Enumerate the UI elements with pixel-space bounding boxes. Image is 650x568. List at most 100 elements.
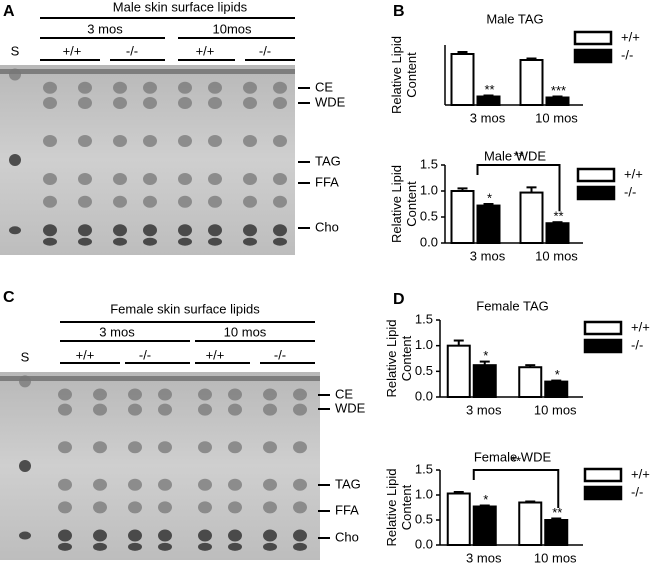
lipid-spot xyxy=(273,81,287,94)
band-label: CE xyxy=(315,79,333,94)
y-axis-label-line: Relative Lipid xyxy=(389,165,404,243)
lipid-spot xyxy=(263,403,277,416)
lipid-spot xyxy=(143,135,157,147)
band-label: FFA xyxy=(335,502,359,517)
y-axis-label: Relative Lipid Content xyxy=(389,36,419,114)
lipid-spot xyxy=(263,388,277,401)
lipid-spot xyxy=(93,501,107,514)
bar xyxy=(518,501,543,546)
lipid-spot xyxy=(293,403,307,416)
lipid-spot xyxy=(9,68,21,81)
significance-label: * xyxy=(487,190,492,205)
significance-label: ** xyxy=(553,209,563,224)
age-label: 3 mos xyxy=(99,324,135,339)
lipid-spot xyxy=(113,173,127,185)
bracket-label: ** xyxy=(513,148,523,163)
lipid-spot xyxy=(113,135,127,147)
lipid-spot xyxy=(158,478,172,491)
x-tick-label: 10 mos xyxy=(535,248,578,263)
genotype-label: +/+ xyxy=(63,43,82,58)
lipid-spot xyxy=(178,237,192,246)
lipid-spot xyxy=(208,224,222,237)
genotype-label: +/+ xyxy=(206,347,225,362)
legend-label: -/- xyxy=(631,484,643,499)
genotype-label: +/+ xyxy=(196,43,215,58)
panel-letter: C xyxy=(3,289,15,306)
lipid-spot xyxy=(293,542,307,551)
legend-label: +/+ xyxy=(624,166,643,181)
panel-letter: A xyxy=(3,3,15,20)
lipid-spot xyxy=(19,460,31,472)
lipid-spot xyxy=(58,441,72,454)
legend-swatch xyxy=(583,320,623,336)
lipid-spot xyxy=(78,135,92,147)
legend-swatch xyxy=(573,30,613,46)
bar xyxy=(476,204,501,244)
y-axis-label: Relative Lipid Content xyxy=(389,165,419,243)
lipid-spot xyxy=(243,135,257,147)
lipid-spot xyxy=(293,441,307,454)
lipid-spot xyxy=(228,529,242,542)
legend-swatch xyxy=(583,467,623,483)
lipid-spot xyxy=(143,224,157,237)
lipid-spot xyxy=(243,224,257,237)
bracket-label: ** xyxy=(511,453,521,468)
legend-swatch xyxy=(576,167,616,183)
lipid-spot xyxy=(178,224,192,237)
legend-swatch xyxy=(576,185,616,201)
y-tick-label: 0.5 xyxy=(420,208,438,223)
panel-title: Male skin surface lipids xyxy=(113,0,248,14)
y-tick-label: 1.5 xyxy=(415,461,433,476)
lipid-spot xyxy=(243,81,257,94)
y-tick-label: 1.0 xyxy=(415,486,433,501)
lipid-spot xyxy=(143,97,157,109)
band-label: TAG xyxy=(315,153,341,168)
significance-bracket xyxy=(476,164,561,212)
panel-letter: D xyxy=(393,291,405,308)
lipid-spot xyxy=(43,135,57,147)
band-label: Cho xyxy=(315,219,339,234)
y-axis-label-line: Content xyxy=(404,52,419,98)
bar xyxy=(545,222,570,245)
lipid-spot xyxy=(198,529,212,542)
lipid-spot xyxy=(19,375,31,388)
lipid-spot xyxy=(208,81,222,94)
lipid-spot xyxy=(178,173,192,185)
legend-label: +/+ xyxy=(621,29,640,44)
legend-label: -/- xyxy=(624,184,636,199)
lipid-spot xyxy=(43,237,57,246)
lipid-spot xyxy=(273,224,287,237)
band-label: WDE xyxy=(315,94,346,109)
bar xyxy=(450,53,475,106)
bar xyxy=(545,96,570,106)
bar xyxy=(518,366,543,398)
lipid-spot xyxy=(208,237,222,246)
significance-label: * xyxy=(483,348,488,363)
legend-label: +/+ xyxy=(631,319,650,334)
band-label: Cho xyxy=(335,529,359,544)
lipid-spot xyxy=(293,388,307,401)
lipid-spot xyxy=(128,478,142,491)
x-tick-label: 3 mos xyxy=(470,248,506,263)
significance-label: * xyxy=(555,367,560,382)
lipid-spot xyxy=(158,542,172,551)
lipid-spot xyxy=(273,173,287,185)
x-tick-label: 10 mos xyxy=(535,110,578,125)
lipid-spot xyxy=(243,237,257,246)
lipid-spot xyxy=(128,388,142,401)
significance-label: ** xyxy=(484,82,494,97)
genotype-label: -/- xyxy=(139,347,151,362)
y-tick-label: 0.0 xyxy=(420,234,438,249)
lipid-spot xyxy=(198,478,212,491)
y-tick-label: 1.0 xyxy=(420,182,438,197)
lipid-spot xyxy=(143,237,157,246)
lipid-spot xyxy=(9,154,21,166)
lipid-spot xyxy=(198,501,212,514)
bar xyxy=(446,492,471,546)
lipid-spot xyxy=(43,81,57,94)
lipid-spot xyxy=(143,195,157,208)
lipid-spot xyxy=(208,195,222,208)
x-tick-label: 3 mos xyxy=(466,402,502,417)
y-axis-label-line: Relative Lipid xyxy=(389,36,404,114)
lipid-spot xyxy=(243,195,257,208)
